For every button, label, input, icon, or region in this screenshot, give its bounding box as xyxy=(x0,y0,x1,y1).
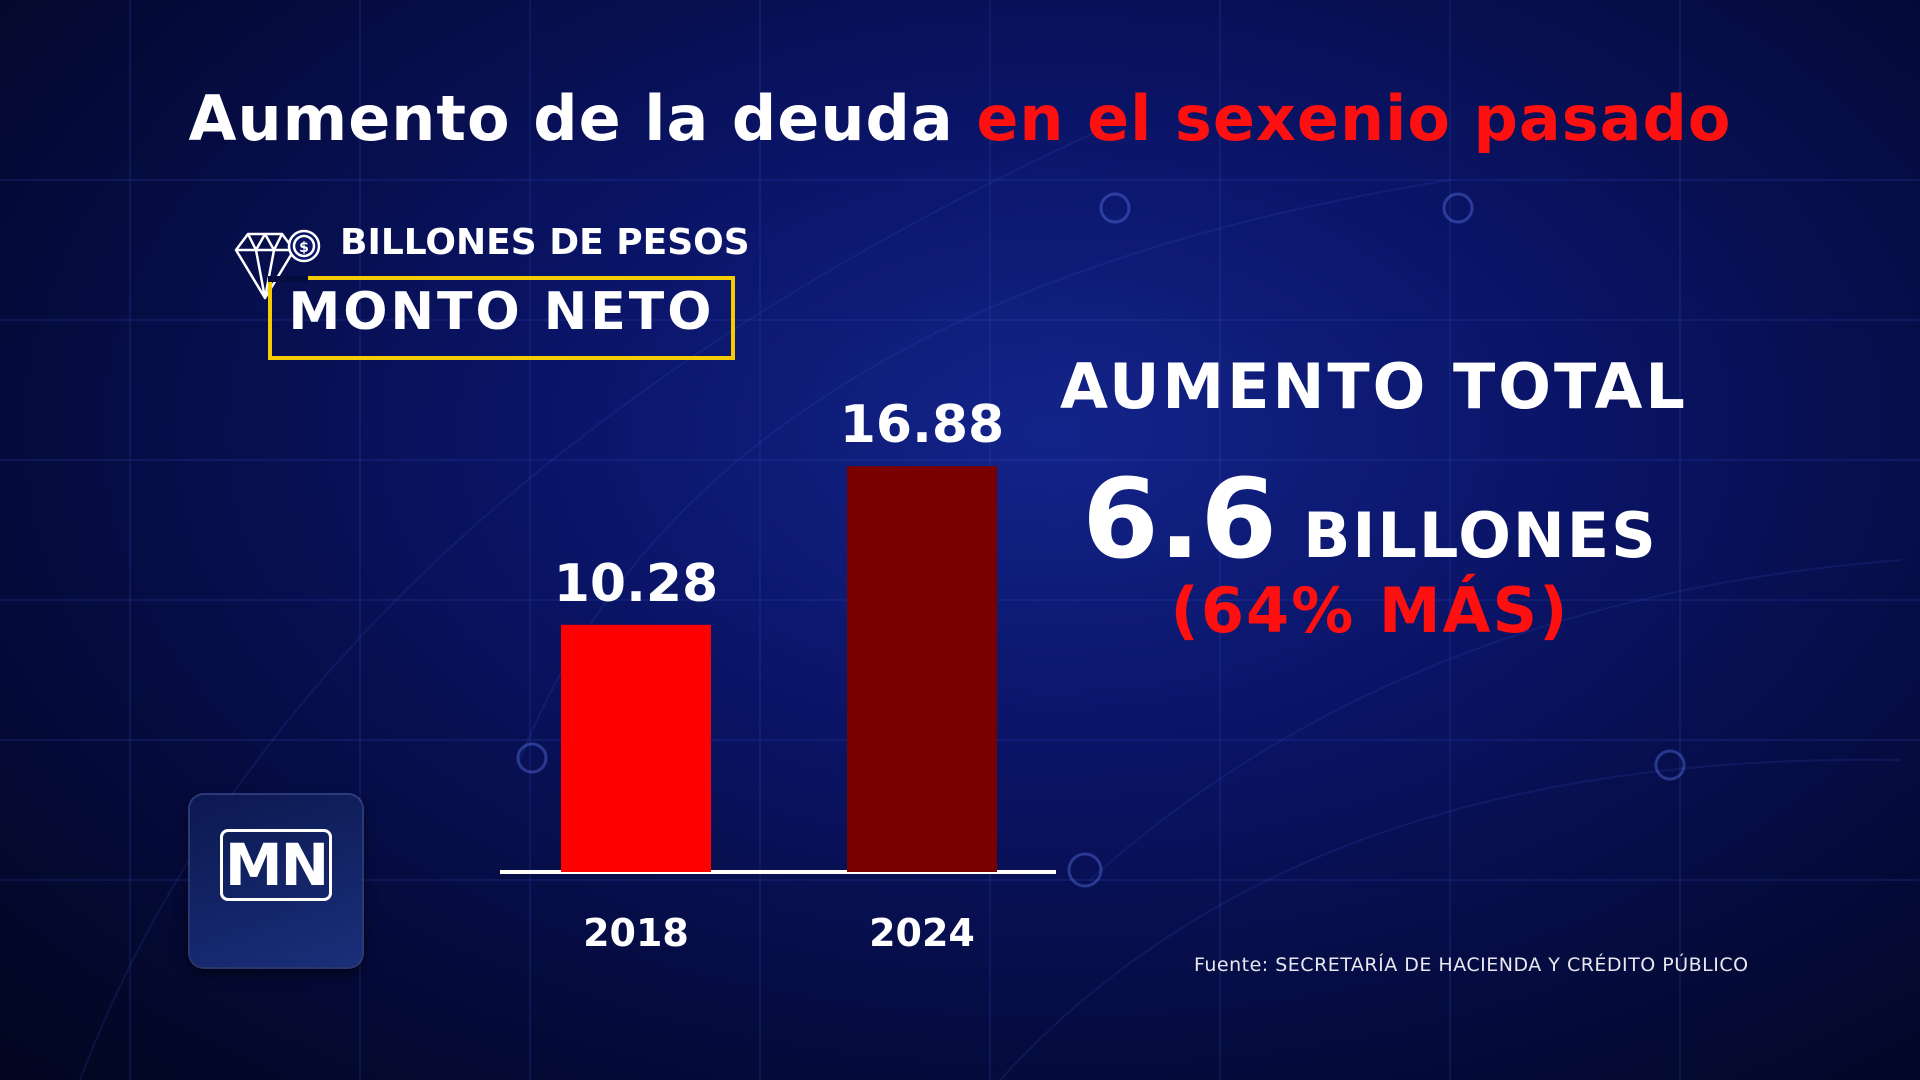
logo-text: MN xyxy=(224,831,329,899)
summary-value: 6.6 BILLONES xyxy=(1060,455,1680,583)
summary-percent: (64% MÁS) xyxy=(1170,574,1570,647)
summary-title: AUMENTO TOTAL xyxy=(1060,350,1688,423)
data-label-2018: 10.28 xyxy=(554,554,718,614)
chart-title: Aumento de la deuda en el sexenio pasado xyxy=(0,82,1920,155)
monto-neto-box xyxy=(268,276,735,360)
unit-label: BILLONES DE PESOS xyxy=(340,222,750,263)
svg-text:$: $ xyxy=(299,240,309,256)
summary-value-number: 6.6 xyxy=(1082,455,1278,583)
source-note: Fuente: SECRETARÍA DE HACIENDA Y CRÉDITO… xyxy=(1194,954,1749,976)
diamond-dollar-icon: $ xyxy=(234,229,321,300)
logo-frame xyxy=(220,829,332,901)
bar-2024 xyxy=(847,466,997,872)
title-part-1: Aumento de la deuda xyxy=(188,82,954,155)
data-label-2024: 16.88 xyxy=(840,395,1004,455)
bar-chart: 10.28 2018 16.88 2024 xyxy=(500,395,1056,955)
title-part-2: en el sexenio pasado xyxy=(976,82,1732,155)
monto-neto-label: MONTO NETO xyxy=(288,282,715,342)
x-tick-label-2024: 2024 xyxy=(869,911,975,955)
x-tick-label-2018: 2018 xyxy=(583,911,689,955)
bar-2018 xyxy=(561,624,711,872)
summary-value-unit: BILLONES xyxy=(1303,499,1658,572)
mn-logo: MN xyxy=(190,795,362,967)
